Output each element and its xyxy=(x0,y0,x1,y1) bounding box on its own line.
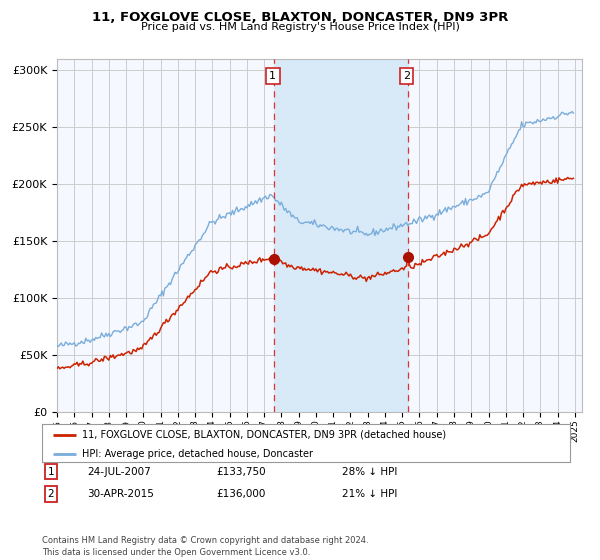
Text: £133,750: £133,750 xyxy=(216,466,266,477)
Text: HPI: Average price, detached house, Doncaster: HPI: Average price, detached house, Donc… xyxy=(82,449,313,459)
Text: 1: 1 xyxy=(47,466,55,477)
Text: 28% ↓ HPI: 28% ↓ HPI xyxy=(342,466,397,477)
Text: 24-JUL-2007: 24-JUL-2007 xyxy=(87,466,151,477)
Text: 2: 2 xyxy=(47,489,55,499)
Text: Price paid vs. HM Land Registry's House Price Index (HPI): Price paid vs. HM Land Registry's House … xyxy=(140,22,460,32)
Text: 11, FOXGLOVE CLOSE, BLAXTON, DONCASTER, DN9 3PR (detached house): 11, FOXGLOVE CLOSE, BLAXTON, DONCASTER, … xyxy=(82,430,446,440)
Text: 21% ↓ HPI: 21% ↓ HPI xyxy=(342,489,397,499)
Text: 1: 1 xyxy=(269,71,276,81)
Text: 2: 2 xyxy=(403,71,410,81)
Text: 11, FOXGLOVE CLOSE, BLAXTON, DONCASTER, DN9 3PR: 11, FOXGLOVE CLOSE, BLAXTON, DONCASTER, … xyxy=(92,11,508,24)
Text: Contains HM Land Registry data © Crown copyright and database right 2024.
This d: Contains HM Land Registry data © Crown c… xyxy=(42,536,368,557)
Text: 30-APR-2015: 30-APR-2015 xyxy=(87,489,154,499)
Bar xyxy=(274,59,408,412)
Text: £136,000: £136,000 xyxy=(216,489,265,499)
